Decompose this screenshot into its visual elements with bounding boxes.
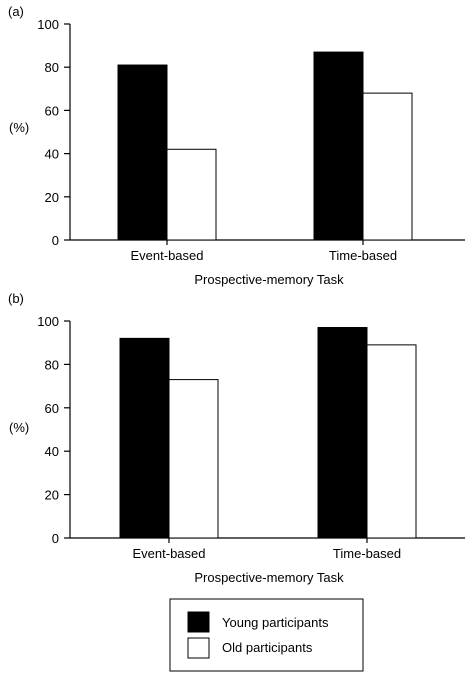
- x-tick-label-a-0: Event-based: [131, 248, 204, 263]
- y-tick-label-a-100: 100: [37, 17, 59, 32]
- legend: Young participants Old participants: [169, 598, 364, 672]
- legend-label-old: Old participants: [222, 640, 313, 655]
- bar-b-time-based-old: [366, 344, 417, 539]
- x-tick-label-b-0: Event-based: [133, 546, 206, 561]
- y-tick-label-b-0: 0: [52, 531, 59, 546]
- y-axis-label-b: (%): [9, 420, 29, 435]
- y-tick-label-b-60: 60: [45, 401, 59, 416]
- x-tick-label-a-1: Time-based: [329, 248, 397, 263]
- bar-a-event-based-old: [166, 148, 217, 241]
- panel-label-a: (a): [8, 4, 24, 19]
- bar-b-time-based-young: [317, 327, 368, 539]
- bar-b-event-based-young: [119, 337, 170, 539]
- y-tick-label-a-0: 0: [52, 233, 59, 248]
- y-tick-label-a-20: 20: [45, 190, 59, 205]
- bar-a-event-based-young: [117, 64, 168, 241]
- legend-swatch-old: [187, 637, 210, 659]
- x-axis-label-a: Prospective-memory Task: [194, 272, 344, 287]
- legend-label-young: Young participants: [222, 615, 329, 630]
- bar-b-event-based-old: [168, 379, 219, 539]
- x-tick-label-b-1: Time-based: [333, 546, 401, 561]
- y-tick-label-a-60: 60: [45, 103, 59, 118]
- y-tick-label-b-80: 80: [45, 357, 59, 372]
- y-tick-label-b-40: 40: [45, 444, 59, 459]
- panel-a-chart: (a) 0 20 40 60 80 100 (%) Event-based Time-based P…: [8, 4, 465, 287]
- panel-b-chart: (b) 0 20 40 60 80 100 (%) Event-based Time-based P…: [8, 291, 465, 585]
- y-tick-label-b-100: 100: [37, 314, 59, 329]
- y-tick-label-b-20: 20: [45, 488, 59, 503]
- legend-swatch-young: [187, 611, 210, 633]
- y-axis-label-a: (%): [9, 120, 29, 135]
- x-axis-label-b: Prospective-memory Task: [194, 570, 344, 585]
- panel-label-b: (b): [8, 291, 24, 306]
- legend-frame: [169, 598, 364, 672]
- bar-a-time-based-old: [362, 92, 413, 241]
- y-tick-label-a-40: 40: [45, 147, 59, 162]
- y-tick-label-a-80: 80: [45, 60, 59, 75]
- bar-a-time-based-young: [313, 51, 364, 241]
